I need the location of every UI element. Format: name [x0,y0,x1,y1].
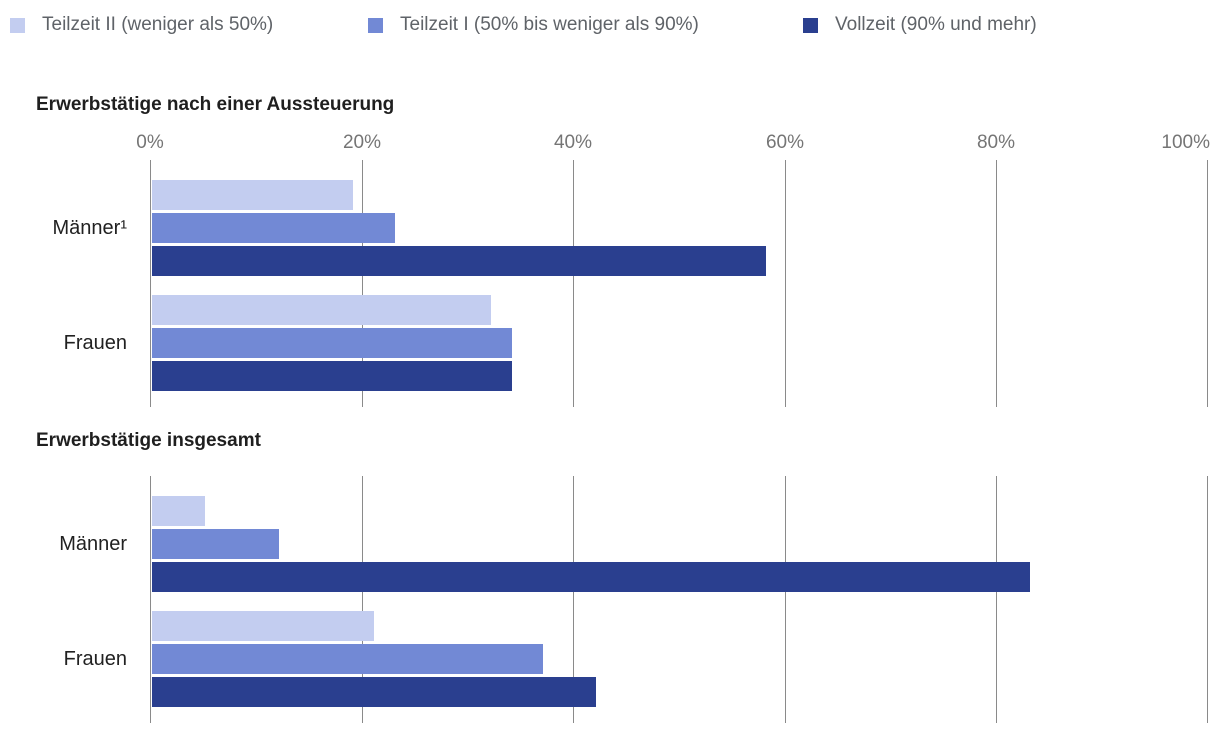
category-label-frauen: Frauen [63,648,127,670]
legend-label-vollzeit: Vollzeit (90% und mehr) [835,14,1037,35]
category-label-maenner: Männer¹ [52,217,127,239]
gridline-0pct [150,476,151,723]
gridline-20pct [362,160,363,407]
legend-label-teilzeit-1: Teilzeit I (50% bis weniger als 90%) [400,14,699,35]
bar-maenner-teilzeit-1[interactable] [152,529,279,559]
gridline-80pct [996,476,997,723]
gridline-60pct [785,160,786,407]
bar-frauen-vollzeit[interactable] [152,361,512,391]
chart-title-insgesamt: Erwerbstätige insgesamt [36,430,261,451]
legend-swatch-teilzeit-2-icon [10,17,25,33]
gridline-100pct [1207,476,1208,723]
gridline-100pct [1207,160,1208,407]
category-label-frauen: Frauen [63,332,127,354]
legend-item-vollzeit[interactable]: Vollzeit (90% und mehr) [803,13,1037,37]
x-axis-label-40pct: 40% [553,132,593,153]
category-label-maenner: Männer [59,533,127,555]
bar-frauen-teilzeit-1[interactable] [152,328,512,358]
bar-maenner-teilzeit-1[interactable] [152,213,395,243]
x-axis-label-100pct: 100% [1161,132,1210,153]
x-axis-label-60pct: 60% [765,132,805,153]
bar-frauen-teilzeit-2[interactable] [152,295,491,325]
legend-swatch-vollzeit-icon [803,17,818,33]
gridline-40pct [573,476,574,723]
gridline-20pct [362,476,363,723]
legend-swatch-teilzeit-1-icon [368,17,383,33]
bar-maenner-vollzeit[interactable] [152,246,766,276]
legend-item-teilzeit-1[interactable]: Teilzeit I (50% bis weniger als 90%) [368,13,699,37]
x-axis-label-80pct: 80% [976,132,1016,153]
x-axis-label-20pct: 20% [342,132,382,153]
x-axis-label-0pct: 0% [136,132,164,153]
bar-frauen-vollzeit[interactable] [152,677,596,707]
plot-area-aussteuerung [150,160,1208,407]
legend-item-teilzeit-2[interactable]: Teilzeit II (weniger als 50%) [10,13,273,37]
chart-title-aussteuerung: Erwerbstätige nach einer Aussteuerung [36,94,395,115]
plot-area-insgesamt [150,476,1208,723]
bar-maenner-teilzeit-2[interactable] [152,496,205,526]
bar-maenner-teilzeit-2[interactable] [152,180,353,210]
legend-label-teilzeit-2: Teilzeit II (weniger als 50%) [42,14,274,35]
gridline-60pct [785,476,786,723]
gridline-40pct [573,160,574,407]
gridline-80pct [996,160,997,407]
bar-frauen-teilzeit-2[interactable] [152,611,374,641]
bar-maenner-vollzeit[interactable] [152,562,1030,592]
bar-frauen-teilzeit-1[interactable] [152,644,543,674]
gridline-0pct [150,160,151,407]
